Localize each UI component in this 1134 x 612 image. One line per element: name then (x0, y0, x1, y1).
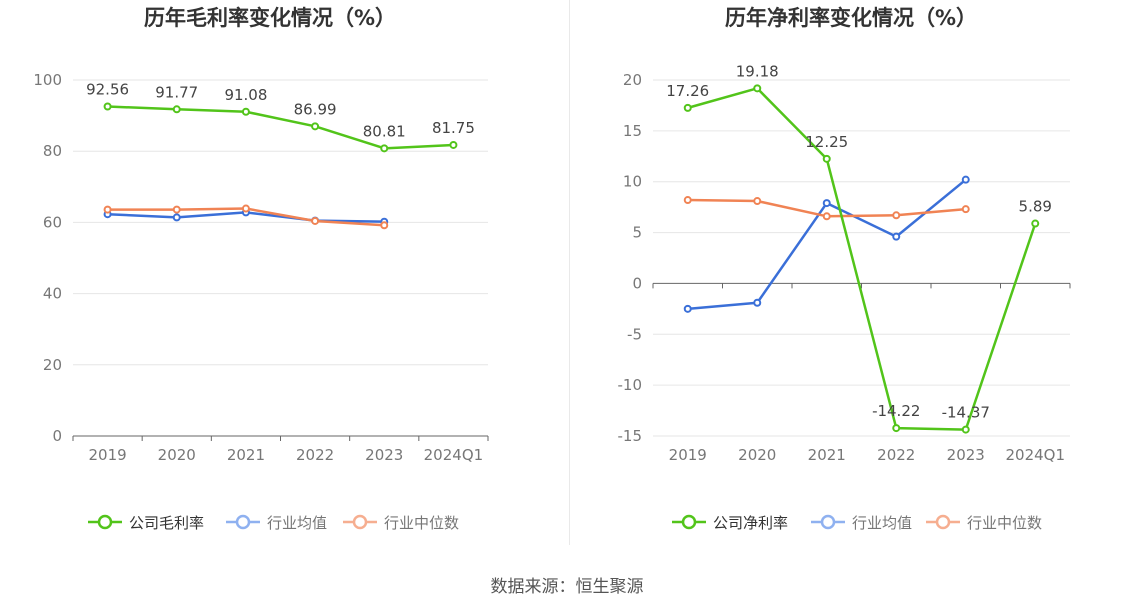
chart2-data-point-company (961, 425, 970, 434)
chart2-y-tick-label: -10 (618, 376, 643, 394)
chart2-x-tick-label: 2024Q1 (1005, 446, 1065, 464)
chart2-x-tick-label: 2021 (808, 446, 846, 464)
chart1-title: 历年毛利率变化情况（%） (144, 6, 396, 30)
chart2-data-point-company (1031, 219, 1040, 228)
chart1-y-tick-label: 20 (43, 356, 62, 374)
chart2-y-tick-label: 15 (623, 122, 642, 140)
chart2-x-tick-label: 2022 (877, 446, 915, 464)
chart2-data-label: 17.26 (666, 82, 709, 100)
chart2-data-point-company (683, 103, 692, 112)
chart1-y-tick-label: 100 (33, 71, 62, 89)
chart2-data-point-industry_median (753, 197, 762, 206)
chart2-data-label: 19.18 (736, 62, 779, 80)
chart2-legend-label-industry_avg: 行业均值 (852, 514, 912, 532)
chart1-x-tick-label: 2022 (296, 446, 334, 464)
chart2-y-tick-label: 0 (632, 274, 642, 292)
chart1-data-label: 92.56 (86, 80, 129, 98)
chart1-data-point-industry_median (103, 205, 112, 214)
chart1-x-tick-label: 2024Q1 (424, 446, 484, 464)
chart1-data-label: 81.75 (432, 119, 475, 137)
chart1-data-point-company (380, 144, 389, 153)
chart1-y-tick-label: 60 (43, 213, 62, 231)
chart2-data-point-industry_median (961, 205, 970, 214)
panel-divider (569, 0, 570, 545)
chart1-data-label: 91.08 (224, 86, 267, 104)
chart1-y-tick-label: 40 (43, 285, 62, 303)
chart1-data-point-industry_median (172, 205, 181, 214)
chart2-data-point-industry_median (892, 211, 901, 220)
chart2-data-point-company (822, 154, 831, 163)
chart1-legend-marker-company (97, 514, 113, 530)
chart2-data-point-industry_median (822, 212, 831, 221)
chart2-legend-marker-industry_avg (820, 514, 836, 530)
chart2-y-tick-label: -5 (627, 325, 642, 343)
chart1-legend-marker-industry_avg (235, 514, 251, 530)
chart2-x-tick-label: 2023 (947, 446, 985, 464)
chart1-data-point-company (449, 140, 458, 149)
chart2-data-point-industry_avg (683, 304, 692, 313)
chart2-legend-label-industry_median: 行业中位数 (967, 514, 1042, 532)
chart1-data-point-industry_median (311, 216, 320, 225)
chart1-series-line-company (107, 105, 454, 150)
chart1-legend-label-industry_avg: 行业均值 (267, 514, 327, 532)
chart1-x-tick-label: 2021 (227, 446, 265, 464)
chart2-series-line-company (687, 87, 1037, 431)
chart2-series-line-industry_avg (687, 178, 967, 311)
chart2-data-point-industry_avg (822, 199, 831, 208)
chart2-data-point-industry_median (683, 196, 692, 205)
chart2-y-tick-label: 5 (632, 224, 642, 242)
chart2-data-point-company (753, 84, 762, 93)
chart2-data-label: 12.25 (805, 133, 848, 151)
chart2-data-label: -14.37 (942, 404, 990, 422)
chart1-y-tick-label: 0 (52, 427, 62, 445)
chart2-data-label: -14.22 (872, 402, 920, 420)
chart1-y-tick-label: 80 (43, 142, 62, 160)
chart1-data-point-industry_median (380, 221, 389, 230)
chart1-data-label: 80.81 (363, 122, 406, 140)
chart1-x-tick-label: 2023 (365, 446, 403, 464)
chart2-y-tick-label: -15 (618, 427, 643, 445)
chart1-data-point-industry_avg (172, 213, 181, 222)
chart1-data-point-company (311, 122, 320, 131)
chart2-data-point-industry_avg (892, 232, 901, 241)
chart2-legend-marker-company (681, 514, 697, 530)
chart1-data-point-company (241, 107, 250, 116)
chart1-data-label: 86.99 (294, 100, 337, 118)
chart1-x-tick-label: 2020 (158, 446, 196, 464)
chart1-data-point-industry_median (241, 204, 250, 213)
chart1-legend-marker-industry_median (352, 514, 368, 530)
chart2-data-point-industry_avg (753, 298, 762, 307)
chart2-y-tick-label: 10 (623, 173, 642, 191)
chart2-data-point-company (892, 424, 901, 433)
chart2-legend-label-company: 公司净利率 (713, 514, 788, 532)
chart2-x-tick-label: 2020 (738, 446, 776, 464)
data-source-note: 数据来源：恒生聚源 (490, 577, 644, 597)
chart1-legend-label-industry_median: 行业中位数 (384, 514, 459, 532)
chart2-data-label: 5.89 (1019, 198, 1052, 216)
chart1-data-point-company (172, 105, 181, 114)
chart2-x-tick-label: 2019 (669, 446, 707, 464)
chart2-data-point-industry_avg (961, 175, 970, 184)
chart1-data-label: 91.77 (155, 83, 198, 101)
chart1-data-point-company (103, 102, 112, 111)
chart1-x-tick-label: 2019 (88, 446, 126, 464)
chart1-legend-label-company: 公司毛利率 (129, 514, 204, 532)
chart2-title: 历年净利率变化情况（%） (725, 6, 977, 30)
chart2-legend-marker-industry_median (935, 514, 951, 530)
chart2-y-tick-label: 20 (623, 71, 642, 89)
